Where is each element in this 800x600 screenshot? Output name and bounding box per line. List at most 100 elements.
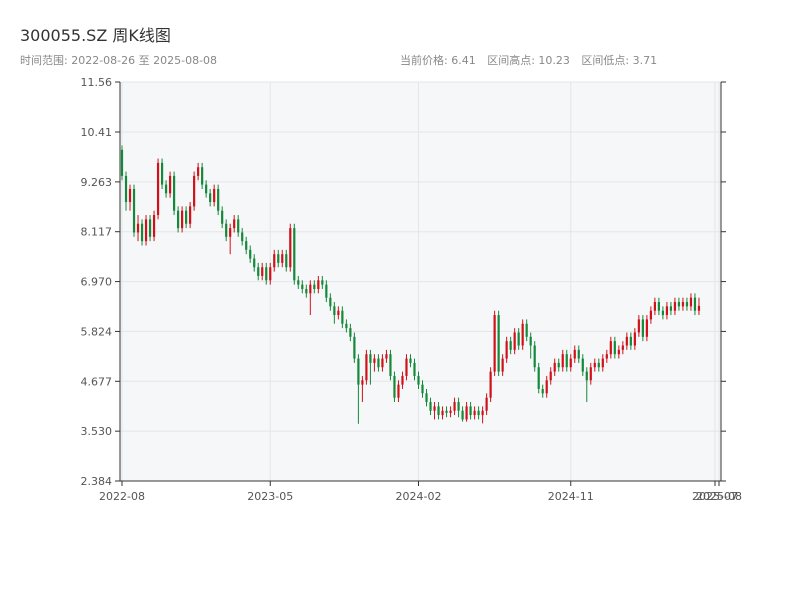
candle	[297, 275, 300, 289]
candle-body	[441, 410, 444, 416]
candle-body	[421, 384, 424, 394]
candle	[257, 262, 260, 281]
candle-body	[132, 188, 136, 233]
candle	[160, 158, 164, 189]
candle-body	[321, 280, 324, 285]
candle	[221, 206, 224, 229]
candle	[181, 206, 184, 233]
candle-body	[168, 175, 172, 194]
candle-body	[285, 254, 288, 268]
candle-body	[613, 341, 616, 355]
candle	[144, 215, 148, 246]
candle-body	[449, 410, 452, 413]
candle	[357, 354, 360, 424]
candle-body	[152, 215, 156, 237]
candle-body	[401, 375, 404, 385]
candle	[633, 328, 636, 350]
candle	[581, 354, 584, 376]
candle-body	[665, 306, 669, 316]
candle-body	[697, 305, 701, 311]
candle-body	[481, 410, 484, 416]
candle	[529, 332, 532, 359]
y-tick-label: 3.530	[81, 425, 113, 438]
candle	[609, 336, 612, 359]
candle	[469, 402, 472, 420]
candle-body	[317, 280, 320, 289]
candle	[397, 380, 400, 403]
candle	[361, 375, 364, 403]
candle	[541, 384, 544, 398]
candle	[453, 397, 456, 416]
candle-body	[189, 206, 192, 224]
candle-body	[197, 167, 200, 176]
candle-body	[281, 254, 284, 263]
candle-body	[229, 228, 232, 237]
candle-body	[625, 336, 628, 346]
y-tick-label: 9.263	[81, 176, 113, 189]
candle	[132, 184, 136, 237]
candle-body	[381, 358, 384, 368]
x-tick-label: 2025-08	[696, 490, 742, 503]
candle	[533, 341, 536, 372]
candle-body	[389, 354, 392, 376]
candle	[457, 397, 460, 418]
candle	[549, 367, 552, 385]
candle	[485, 393, 488, 416]
candle	[537, 362, 540, 394]
candle	[164, 180, 168, 198]
candle	[409, 354, 412, 368]
candle	[136, 215, 140, 242]
candle-body	[373, 358, 376, 363]
candle-body	[185, 210, 188, 224]
candle	[317, 275, 320, 294]
candle	[345, 319, 348, 333]
candle	[653, 297, 656, 316]
candle-body	[429, 402, 432, 411]
candle	[525, 319, 528, 342]
x-tick-label: 2024-02	[396, 490, 442, 503]
candle-body	[277, 254, 280, 263]
candle-body	[681, 302, 685, 307]
candle-body	[513, 332, 516, 350]
candle	[513, 328, 516, 355]
candle	[641, 315, 644, 342]
candle	[265, 262, 268, 285]
candle-body	[509, 341, 512, 350]
candle-body	[397, 384, 400, 398]
candle-body	[241, 232, 244, 242]
candle	[381, 354, 384, 372]
candle	[349, 323, 352, 342]
candle	[685, 297, 689, 311]
range-low-text: 区间低点: 3.71	[581, 54, 658, 67]
candle	[689, 293, 693, 311]
candle-body	[621, 345, 624, 350]
candle-body	[465, 406, 468, 420]
candle-body	[237, 219, 240, 233]
candle-body	[349, 328, 352, 337]
candle-body	[361, 380, 364, 385]
candle	[213, 184, 216, 207]
candle	[569, 354, 572, 372]
candle	[421, 380, 424, 398]
candle	[629, 332, 632, 350]
candle-body	[549, 371, 552, 381]
candle-body	[176, 210, 180, 229]
candle-body	[269, 267, 272, 281]
candle	[617, 345, 620, 359]
candle-body	[673, 302, 677, 311]
price-summary: 当前价格: 6.41 区间高点: 10.23 区间低点: 3.71	[400, 52, 657, 68]
candle	[365, 349, 368, 385]
candle-body	[649, 310, 652, 320]
candle-body	[148, 219, 152, 237]
candle	[509, 336, 512, 355]
candle-body	[585, 371, 588, 381]
candle-body	[521, 323, 524, 346]
candle	[373, 354, 376, 372]
candle-body	[128, 188, 132, 203]
candle	[693, 293, 697, 316]
candle-body	[245, 241, 248, 250]
candle-body	[181, 210, 184, 229]
axes-layer: 2.384 3.530 4.677 5.824 6.970 8.117 9.263 10.41…	[81, 76, 742, 503]
candle	[209, 188, 212, 207]
candle-body	[377, 358, 380, 368]
